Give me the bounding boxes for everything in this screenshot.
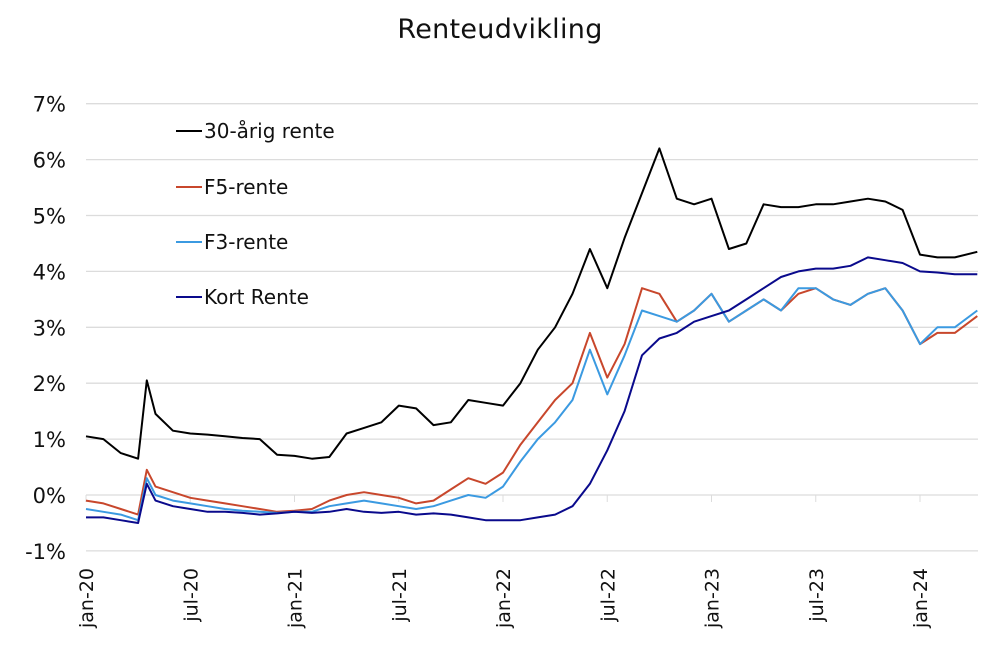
legend: 30-årig rente F5-rente F3-rente Kort Rente bbox=[176, 119, 335, 309]
series-line-kort-rente bbox=[86, 256, 978, 524]
legend-item: F3-rente bbox=[176, 230, 288, 254]
x-tick-label: jul-23 bbox=[806, 568, 828, 623]
y-tick-label: 3% bbox=[33, 316, 66, 340]
y-tick-label: -1% bbox=[25, 540, 66, 564]
x-tick-label: jan-22 bbox=[493, 568, 515, 629]
x-tick-label: jan-24 bbox=[910, 568, 932, 629]
y-tick-label: 4% bbox=[33, 260, 66, 284]
series-line-f3-rente bbox=[85, 287, 978, 522]
legend-item: Kort Rente bbox=[176, 285, 309, 309]
series-line-f5-rente bbox=[85, 287, 978, 516]
y-tick-label: 6% bbox=[33, 149, 66, 173]
y-tick-label: 0% bbox=[33, 484, 66, 508]
chart-title: Renteudvikling bbox=[397, 14, 603, 45]
x-tick-label: jul-22 bbox=[597, 568, 619, 623]
x-tick-label: jan-23 bbox=[702, 568, 724, 629]
series-line-30-rig-rente bbox=[85, 147, 978, 460]
legend-label: F5-rente bbox=[204, 175, 288, 199]
x-tick-label: jan-21 bbox=[285, 568, 307, 629]
x-tick-label: jul-20 bbox=[180, 568, 202, 623]
legend-label: Kort Rente bbox=[204, 285, 309, 309]
y-axis-labels: -1% 0% 1% 2% 3% 4% 5% 6% 7% bbox=[25, 93, 66, 564]
x-axis-labels: jan-20 jul-20 jan-21 jul-21 jan-22 jul-22 jan-… bbox=[76, 495, 932, 629]
legend-label: 30-årig rente bbox=[204, 119, 335, 143]
series-lines bbox=[85, 147, 978, 524]
y-tick-label: 5% bbox=[33, 205, 66, 229]
y-tick-label: 7% bbox=[33, 93, 66, 117]
y-tick-label: 2% bbox=[33, 372, 66, 396]
x-tick-label: jul-21 bbox=[389, 568, 411, 623]
y-gridlines bbox=[86, 103, 978, 552]
legend-item: 30-årig rente bbox=[176, 119, 335, 143]
y-tick-label: 1% bbox=[33, 428, 66, 452]
legend-label: F3-rente bbox=[204, 230, 288, 254]
x-tick-label: jan-20 bbox=[76, 568, 98, 629]
legend-item: F5-rente bbox=[176, 175, 288, 199]
